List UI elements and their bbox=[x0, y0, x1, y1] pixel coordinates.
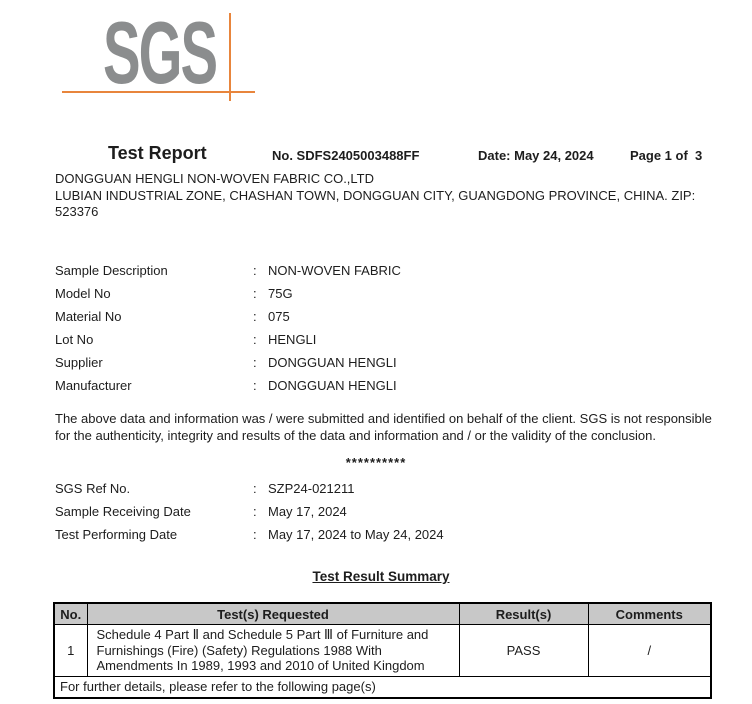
field-label: Test Performing Date bbox=[55, 527, 178, 542]
table-footer-row: For further details, please refer to the… bbox=[53, 675, 712, 698]
field-value: May 17, 2024 bbox=[268, 504, 347, 519]
sample-info-block: Sample Description : NON-WOVEN FABRIC Mo… bbox=[55, 259, 695, 397]
disclaimer-paragraph: The above data and information was / wer… bbox=[55, 410, 712, 444]
field-value: DONGGUAN HENGLI bbox=[268, 378, 397, 393]
field-sgs-ref-no: SGS Ref No. : SZP24-021211 bbox=[55, 477, 695, 500]
col-header-test: Test(s) Requested bbox=[86, 602, 460, 625]
reference-info-block: SGS Ref No. : SZP24-021211 Sample Receiv… bbox=[55, 477, 695, 546]
field-colon: : bbox=[253, 527, 257, 542]
disclaimer-line: The above data and information was / wer… bbox=[55, 411, 712, 426]
report-date: Date: May 24, 2024 bbox=[478, 148, 594, 163]
field-lot-no: Lot No : HENGLI bbox=[55, 328, 695, 351]
field-sample-description: Sample Description : NON-WOVEN FABRIC bbox=[55, 259, 695, 282]
field-model-no: Model No : 75G bbox=[55, 282, 695, 305]
field-colon: : bbox=[253, 286, 257, 301]
field-sample-receiving-date: Sample Receiving Date : May 17, 2024 bbox=[55, 500, 695, 523]
summary-title-wrap: Test Result Summary bbox=[0, 568, 752, 586]
field-colon: : bbox=[253, 378, 257, 393]
field-label: Manufacturer bbox=[55, 378, 132, 393]
client-zip: 523376 bbox=[55, 204, 99, 219]
table-footer-note: For further details, please refer to the… bbox=[53, 675, 712, 698]
field-colon: : bbox=[253, 355, 257, 370]
report-number: No. SDFS2405003488FF bbox=[272, 148, 420, 163]
field-value: DONGGUAN HENGLI bbox=[268, 355, 397, 370]
field-label: Supplier bbox=[55, 355, 103, 370]
col-header-comments: Comments bbox=[587, 602, 712, 625]
cell-test-requested: Schedule 4 Part Ⅱ and Schedule 5 Part Ⅲ … bbox=[86, 624, 460, 677]
cell-comments: / bbox=[587, 624, 712, 677]
sgs-logo: SGS bbox=[103, 3, 218, 102]
field-label: Sample Description bbox=[55, 263, 168, 278]
disclaimer-line: for the authenticity, integrity and resu… bbox=[55, 428, 656, 443]
client-address-line: LUBIAN INDUSTRIAL ZONE, CHASHAN TOWN, DO… bbox=[55, 187, 696, 203]
field-label: Model No bbox=[55, 286, 111, 301]
field-label: Sample Receiving Date bbox=[55, 504, 191, 519]
cell-no: 1 bbox=[53, 624, 88, 677]
field-colon: : bbox=[253, 504, 257, 519]
field-value: 075 bbox=[268, 309, 290, 324]
field-material-no: Material No : 075 bbox=[55, 305, 695, 328]
field-value: NON-WOVEN FABRIC bbox=[268, 263, 401, 278]
field-value: 75G bbox=[268, 286, 293, 301]
field-value: May 17, 2024 to May 24, 2024 bbox=[268, 527, 444, 542]
field-colon: : bbox=[253, 309, 257, 324]
cell-result: PASS bbox=[458, 624, 589, 677]
summary-title: Test Result Summary bbox=[312, 569, 450, 584]
table-row: 1 Schedule 4 Part Ⅱ and Schedule 5 Part … bbox=[53, 624, 712, 677]
field-value: SZP24-021211 bbox=[268, 481, 355, 496]
table-header-row: No. Test(s) Requested Result(s) Comments bbox=[53, 602, 712, 625]
field-colon: : bbox=[253, 481, 257, 496]
client-address: DONGGUAN HENGLI NON-WOVEN FABRIC CO.,LTD… bbox=[55, 171, 695, 221]
col-header-result: Result(s) bbox=[458, 602, 589, 625]
field-test-performing-date: Test Performing Date : May 17, 2024 to M… bbox=[55, 523, 695, 546]
field-supplier: Supplier : DONGGUAN HENGLI bbox=[55, 351, 695, 374]
report-title: Test Report bbox=[108, 143, 207, 163]
field-value: HENGLI bbox=[268, 332, 317, 347]
field-colon: : bbox=[253, 263, 257, 278]
logo-vertical-line bbox=[229, 13, 231, 101]
field-colon: : bbox=[253, 332, 257, 347]
page-indicator: Page 1 of 3 bbox=[630, 148, 703, 163]
test-result-table: No. Test(s) Requested Result(s) Comments… bbox=[53, 602, 712, 699]
field-label: Lot No bbox=[55, 332, 94, 347]
col-header-no: No. bbox=[53, 602, 88, 625]
client-name: DONGGUAN HENGLI NON-WOVEN FABRIC CO.,LTD bbox=[55, 171, 375, 186]
field-label: Material No bbox=[55, 309, 122, 324]
asterisk-separator: ********** bbox=[345, 455, 407, 470]
field-label: SGS Ref No. bbox=[55, 481, 131, 496]
logo-horizontal-line bbox=[62, 91, 255, 93]
field-manufacturer: Manufacturer : DONGGUAN HENGLI bbox=[55, 374, 695, 397]
